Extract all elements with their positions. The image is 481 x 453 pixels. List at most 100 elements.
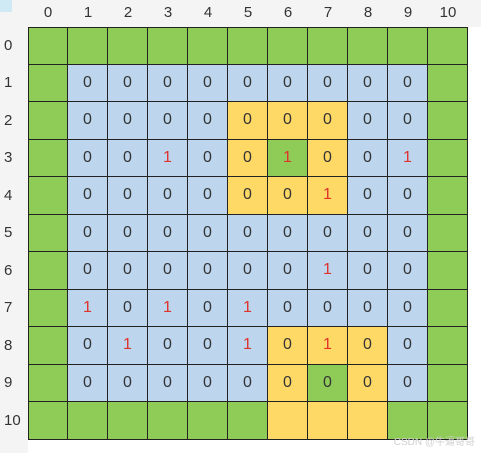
grid-cell: 0 <box>268 64 308 102</box>
grid-cell: 0 <box>388 102 428 140</box>
grid-cell <box>68 27 108 65</box>
grid-cell: 0 <box>68 102 108 140</box>
grid-cell: 0 <box>348 214 388 252</box>
column-label: 0 <box>43 4 53 21</box>
grid-cell <box>268 27 308 65</box>
grid-cell: 1 <box>148 139 188 177</box>
grid-cell: 0 <box>388 289 428 327</box>
grid-cell: 1 <box>308 252 348 290</box>
grid-cell: 0 <box>148 102 188 140</box>
grid-cell: 0 <box>188 214 228 252</box>
grid-cell: 0 <box>348 177 388 215</box>
grid-cell: 0 <box>228 139 268 177</box>
column-label: 4 <box>203 4 213 21</box>
grid-cell: 1 <box>108 327 148 365</box>
grid-cell: 0 <box>148 364 188 402</box>
grid-cell: 0 <box>228 102 268 140</box>
grid-cell: 0 <box>268 177 308 215</box>
grid-cell: 1 <box>148 289 188 327</box>
grid-cell: 0 <box>188 139 228 177</box>
grid-cell: 0 <box>228 364 268 402</box>
grid-cell: 0 <box>348 327 388 365</box>
grid-cell <box>28 177 68 215</box>
column-label: 2 <box>123 4 133 21</box>
grid-cell: 1 <box>268 139 308 177</box>
column-label: 3 <box>163 4 173 21</box>
grid-cell <box>148 402 188 440</box>
grid-cell: 0 <box>108 102 148 140</box>
grid-cell: 0 <box>148 214 188 252</box>
grid-cell: 0 <box>348 364 388 402</box>
column-label: 6 <box>283 4 293 21</box>
grid-cell <box>28 139 68 177</box>
grid-cell: 0 <box>308 64 348 102</box>
grid-cell: 0 <box>348 139 388 177</box>
grid-cell: 1 <box>388 139 428 177</box>
grid-cell: 0 <box>268 214 308 252</box>
grid-cell: 0 <box>68 327 108 365</box>
grid-cell <box>428 327 468 365</box>
grid-cell <box>28 402 68 440</box>
grid-cell: 0 <box>228 64 268 102</box>
grid-cell: 0 <box>188 252 228 290</box>
row-label: 10 <box>4 411 21 429</box>
grid-cell <box>348 402 388 440</box>
grid-cell <box>428 139 468 177</box>
column-header-bar <box>0 0 481 27</box>
grid-cell: 0 <box>68 214 108 252</box>
grid-cell: 0 <box>148 327 188 365</box>
grid-cell <box>428 252 468 290</box>
grid-cell: 0 <box>188 327 228 365</box>
grid-cell: 0 <box>308 364 348 402</box>
grid-cell: 0 <box>268 252 308 290</box>
grid-cell: 0 <box>108 364 148 402</box>
grid-cell: 1 <box>228 289 268 327</box>
grid-cell: 0 <box>268 102 308 140</box>
row-header-bar <box>0 0 28 453</box>
grid-cell: 0 <box>388 177 428 215</box>
grid-cell: 0 <box>188 289 228 327</box>
column-label: 5 <box>243 4 253 21</box>
row-label: 3 <box>4 149 13 167</box>
grid-cell <box>68 402 108 440</box>
row-label: 2 <box>4 111 13 129</box>
grid-cell: 0 <box>108 252 148 290</box>
grid-cell <box>188 27 228 65</box>
grid-cell: 0 <box>388 64 428 102</box>
grid-cell <box>428 102 468 140</box>
grid-cell: 0 <box>148 64 188 102</box>
grid-cell: 0 <box>68 252 108 290</box>
grid-cell <box>268 402 308 440</box>
grid-cell <box>388 402 428 440</box>
grid-cell <box>348 27 388 65</box>
grid-cell <box>28 252 68 290</box>
grid-cell <box>308 402 348 440</box>
grid-cell <box>188 402 228 440</box>
column-label: 9 <box>403 4 413 21</box>
grid-cell: 0 <box>188 364 228 402</box>
grid-cell: 0 <box>148 252 188 290</box>
grid-cell: 0 <box>108 289 148 327</box>
grid-cell <box>28 64 68 102</box>
grid-cell: 0 <box>388 214 428 252</box>
grid-cell <box>428 27 468 65</box>
corner-marker <box>0 0 12 12</box>
grid-cell: 0 <box>308 289 348 327</box>
grid-cell: 0 <box>108 214 148 252</box>
grid-cell <box>228 402 268 440</box>
grid-cell: 1 <box>68 289 108 327</box>
grid-cell: 0 <box>268 327 308 365</box>
grid-cell: 0 <box>188 102 228 140</box>
grid-cell: 0 <box>68 64 108 102</box>
grid-cell <box>428 64 468 102</box>
grid-cell: 0 <box>68 364 108 402</box>
grid-cell <box>308 27 348 65</box>
grid-cell <box>28 289 68 327</box>
grid-cell <box>28 364 68 402</box>
grid-cell: 0 <box>308 214 348 252</box>
grid-cell <box>428 364 468 402</box>
grid-cell: 1 <box>308 177 348 215</box>
grid-cell <box>428 214 468 252</box>
